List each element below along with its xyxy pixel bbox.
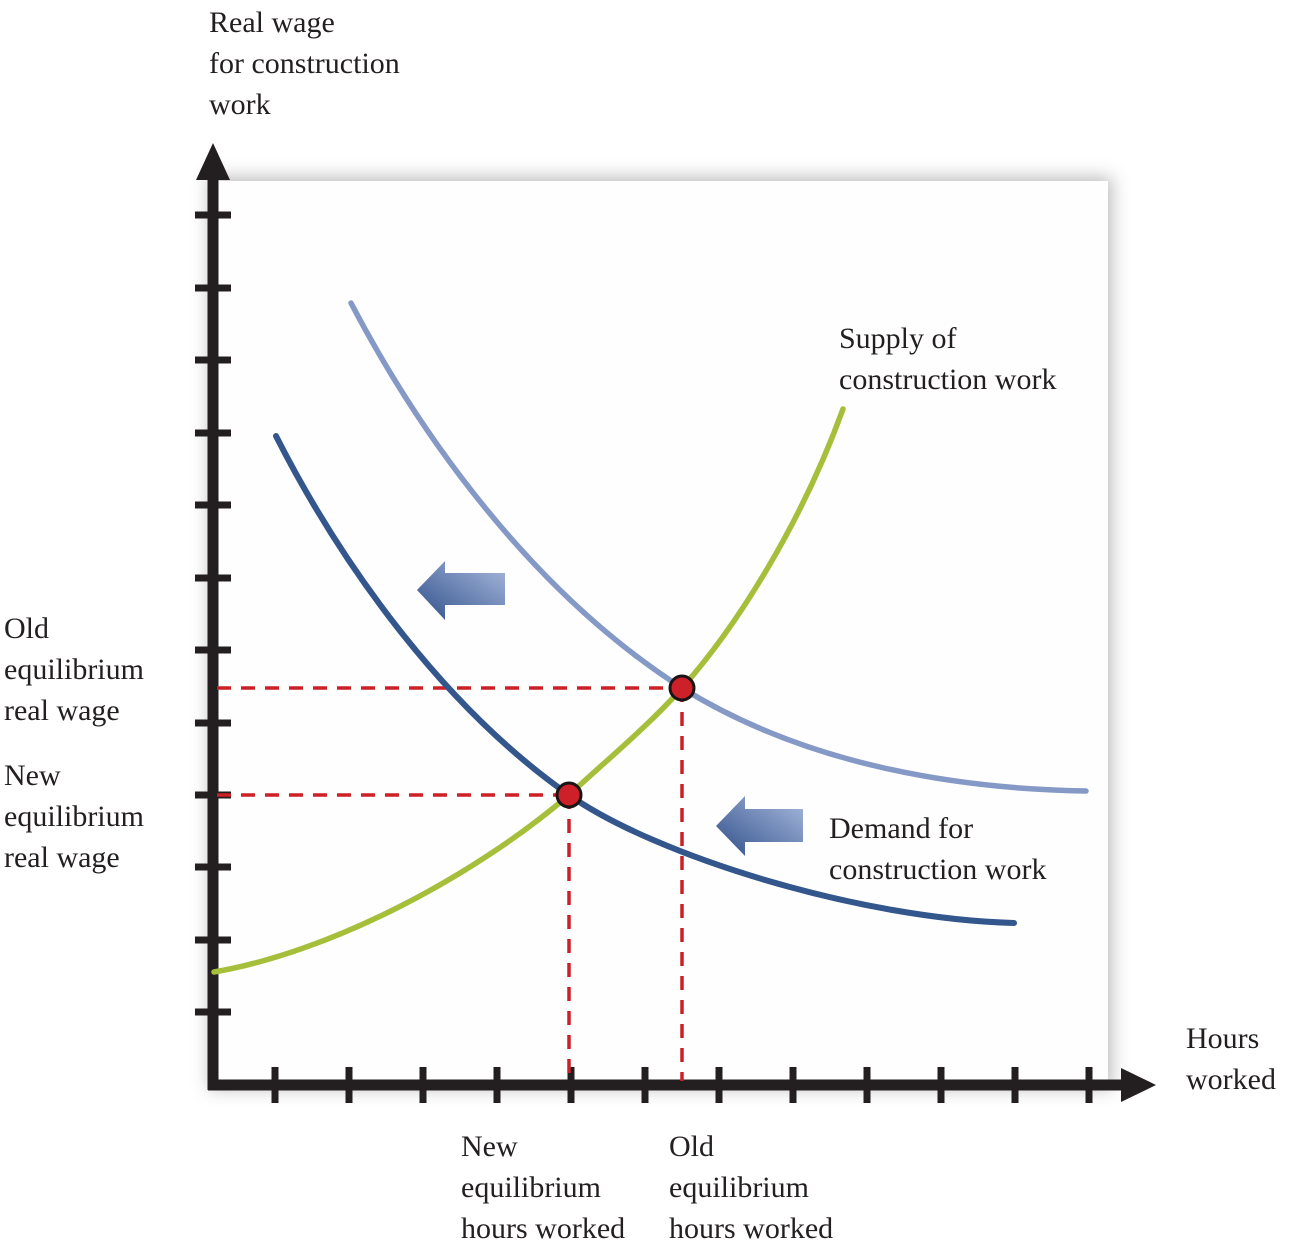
new-equilibrium-hours-label: New equilibrium hours worked (461, 1130, 626, 1245)
new-equilibrium-guides (217, 793, 571, 1081)
new-equilibrium-point (555, 781, 583, 809)
y-axis-title: Real wage for construction work (209, 6, 400, 121)
demand-shift-left-arrow-upper-icon (417, 561, 505, 620)
plot-area (213, 181, 1108, 1085)
old-equilibrium-point (668, 674, 696, 702)
x-axis-title: Hours worked (1186, 1022, 1276, 1096)
old-equilibrium-hours-label: Old equilibrium hours worked (669, 1130, 834, 1245)
demand-shift-left-arrow-lower-icon (716, 796, 803, 856)
old-equilibrium-guides (217, 686, 684, 1081)
supply-curve-label: Supply of construction work (839, 322, 1057, 396)
supply-curve (211, 406, 846, 975)
x-axis (208, 1067, 1156, 1103)
x-axis-arrowhead-icon (1121, 1068, 1156, 1102)
y-axis (195, 143, 231, 1090)
y-axis-arrowhead-icon (196, 143, 230, 180)
new-equilibrium-wage-label: New equilibrium real wage (4, 759, 144, 874)
old-equilibrium-wage-label: Old equilibrium real wage (4, 612, 144, 727)
demand-curve-label: Demand for construction work (829, 812, 1047, 886)
x-axis-ticks (271, 1067, 1093, 1103)
